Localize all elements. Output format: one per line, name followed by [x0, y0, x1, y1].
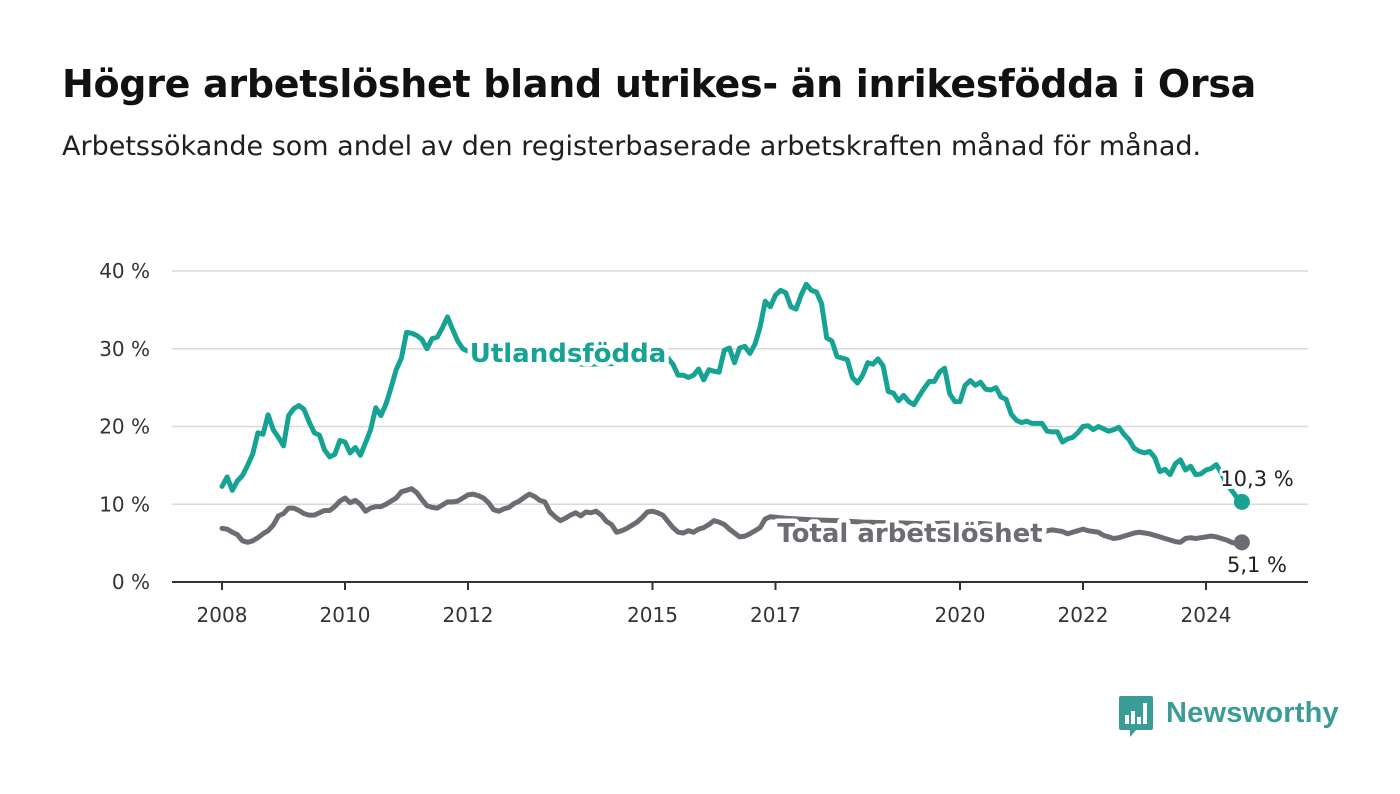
series-line-utlandsf-dda	[219, 281, 1245, 505]
y-tick-label: 20 %	[99, 415, 150, 439]
x-tick-label: 2008	[197, 603, 248, 627]
newsworthy-logo: Newsworthy	[1118, 690, 1339, 737]
brand-name: Newsworthy	[1166, 696, 1339, 729]
end-point-total-arbetsl-shet	[1233, 534, 1250, 551]
x-tick-label: 2015	[627, 603, 678, 627]
y-tick-label: 0 %	[112, 570, 150, 594]
y-axis-ticks: 0 % 10 % 20 % 30 % 40 %	[99, 259, 150, 594]
chart-subtitle: Arbetssökande som andel av den registerb…	[62, 131, 1202, 162]
x-tick-label: 2024	[1181, 603, 1232, 627]
y-tick-label: 30 %	[99, 337, 150, 361]
x-tick-label: 2020	[935, 603, 986, 627]
series-name-label: Total arbetslöshet	[777, 519, 1042, 549]
x-tick-label: 2022	[1058, 603, 1109, 627]
y-tick-label: 40 %	[99, 259, 150, 283]
chart-title: Högre arbetslöshet bland utrikes- än inr…	[62, 62, 1257, 106]
y-tick-label: 10 %	[99, 492, 150, 516]
end-value-label: 5,1 %	[1227, 553, 1287, 577]
series-name-label: Utlandsfödda	[470, 339, 667, 369]
x-tick-label: 2017	[750, 603, 801, 627]
series-line-total-arbetsl-shet	[219, 486, 1245, 547]
x-axis-ticks: 2008 2010 2012 2015 2017 2020 2022 2024	[197, 582, 1232, 627]
x-tick-label: 2010	[320, 603, 371, 627]
gridlines	[172, 270, 1308, 505]
series-lines	[219, 281, 1250, 551]
bar-chart-speech-bubble-icon	[1118, 695, 1154, 737]
series-labels: Utlandsfödda Total arbetslöshet 10,3 % 5,1 …	[465, 335, 1296, 581]
x-tick-label: 2012	[443, 603, 494, 627]
end-value-label: 10,3 %	[1220, 467, 1293, 491]
end-point-utlandsf-dda	[1233, 493, 1250, 510]
